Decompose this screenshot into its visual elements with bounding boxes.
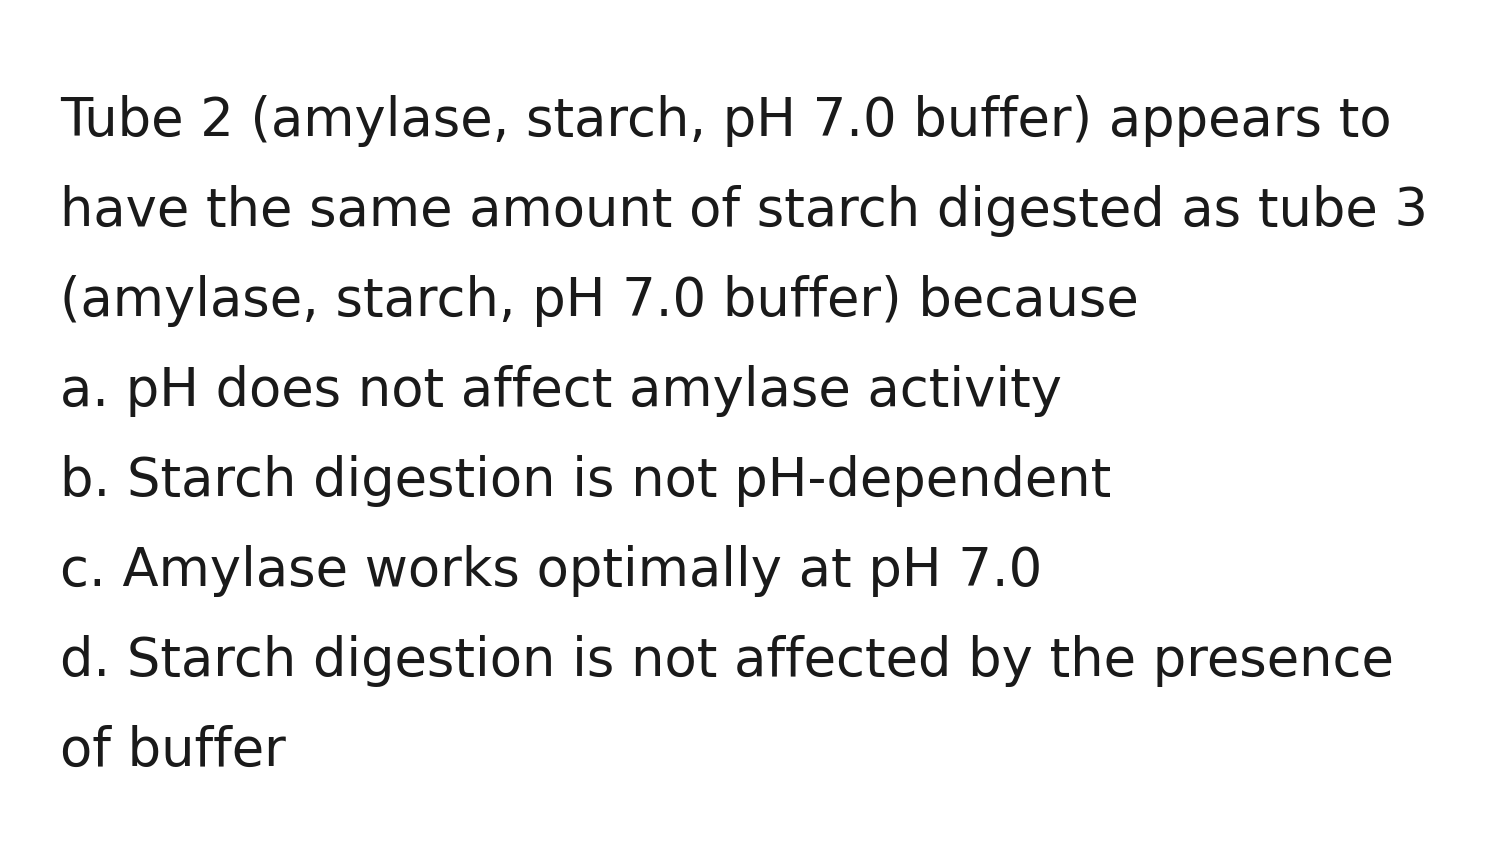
Text: Tube 2 (amylase, starch, pH 7.0 buffer) appears to: Tube 2 (amylase, starch, pH 7.0 buffer) … <box>60 95 1392 147</box>
Text: c. Amylase works optimally at pH 7.0: c. Amylase works optimally at pH 7.0 <box>60 545 1042 597</box>
Text: d. Starch digestion is not affected by the presence: d. Starch digestion is not affected by t… <box>60 635 1394 687</box>
Text: a. pH does not affect amylase activity: a. pH does not affect amylase activity <box>60 365 1062 417</box>
Text: b. Starch digestion is not pH-dependent: b. Starch digestion is not pH-dependent <box>60 455 1112 507</box>
Text: of buffer: of buffer <box>60 725 286 777</box>
Text: have the same amount of starch digested as tube 3: have the same amount of starch digested … <box>60 185 1428 237</box>
Text: (amylase, starch, pH 7.0 buffer) because: (amylase, starch, pH 7.0 buffer) because <box>60 275 1138 327</box>
